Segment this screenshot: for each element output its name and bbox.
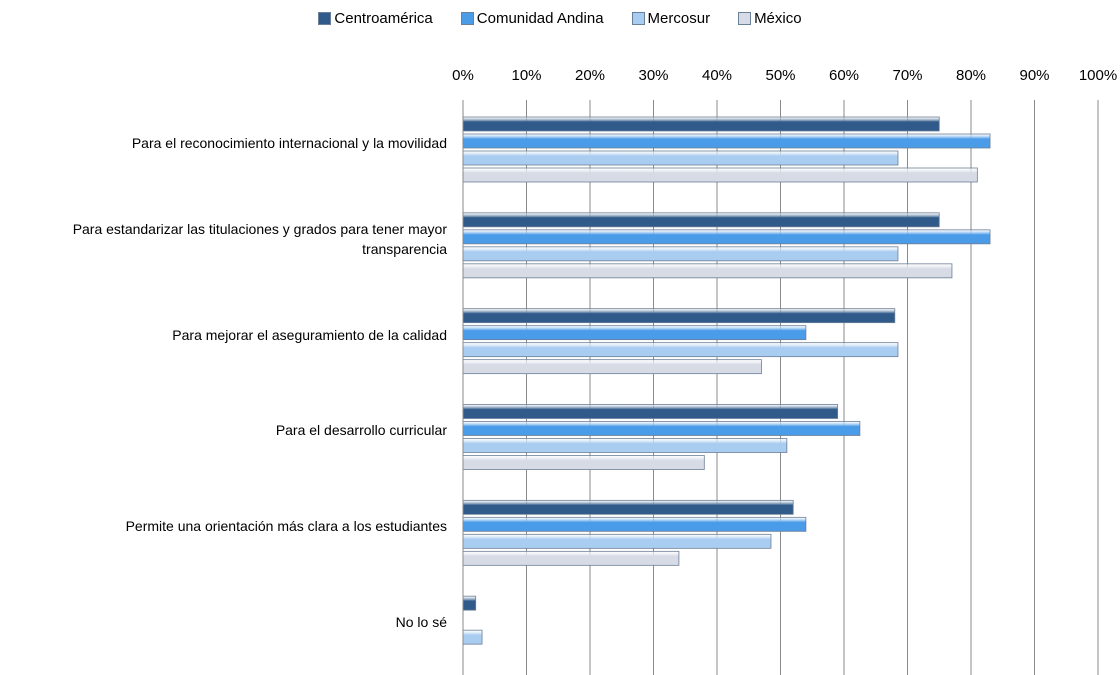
bar	[462, 263, 953, 279]
legend-swatch	[460, 12, 474, 25]
x-tick-label: 10%	[511, 67, 541, 84]
x-tick-label: 70%	[892, 67, 922, 84]
x-tick-label: 90%	[1019, 67, 1049, 84]
bar	[462, 342, 899, 358]
bar	[462, 325, 807, 341]
x-tick-label: 80%	[956, 67, 986, 84]
legend-label: México	[754, 10, 802, 27]
bar	[462, 133, 991, 149]
legend-item: Comunidad Andina	[460, 10, 604, 27]
x-tick-label: 40%	[702, 67, 732, 84]
bar	[462, 359, 762, 375]
x-tick-label: 0%	[452, 67, 474, 84]
bar	[462, 533, 772, 549]
legend-swatch	[631, 12, 645, 25]
y-tick-label: Para el desarrollo curricular	[275, 422, 447, 439]
bar	[462, 629, 483, 645]
bar	[462, 421, 861, 436]
bar	[462, 150, 899, 166]
legend-item: México	[738, 10, 802, 27]
y-tick-label: Permite una orientación más clara a los …	[125, 518, 447, 535]
bar	[462, 499, 794, 515]
x-tick-label: 20%	[575, 67, 605, 84]
legend-label: Comunidad Andina	[476, 10, 604, 27]
legend-item: Centroamérica	[318, 10, 433, 27]
x-tick-label: 50%	[765, 67, 795, 84]
y-tick-label: No lo sé	[395, 614, 447, 631]
bar	[462, 246, 899, 262]
bar	[462, 212, 940, 228]
y-tick-label: Para mejorar el aseguramiento de la cali…	[172, 326, 447, 343]
legend-label: Mercosur	[647, 10, 711, 27]
x-tick-label: 30%	[638, 67, 668, 84]
bar	[462, 550, 680, 566]
bar	[462, 516, 807, 532]
x-tick-label: 60%	[829, 67, 859, 84]
bar	[462, 167, 978, 183]
legend-label: Centroamérica	[334, 10, 433, 27]
bar	[462, 438, 788, 453]
y-tick-label: Para estandarizar las titulaciones y gra…	[72, 220, 447, 257]
bar	[462, 308, 896, 324]
bar	[462, 595, 477, 611]
bar	[462, 455, 705, 470]
bar	[462, 116, 940, 132]
bar	[462, 229, 991, 245]
legend-swatch	[318, 12, 332, 25]
legend-item: Mercosur	[631, 10, 711, 27]
y-tick-label: Para el reconocimiento internacional y l…	[131, 134, 447, 151]
bar	[462, 404, 839, 419]
legend-swatch	[738, 12, 752, 25]
legend: Centroamérica Comunidad Andina Mercosur Méx…	[0, 10, 1120, 27]
x-tick-label: 100%	[1079, 67, 1117, 84]
